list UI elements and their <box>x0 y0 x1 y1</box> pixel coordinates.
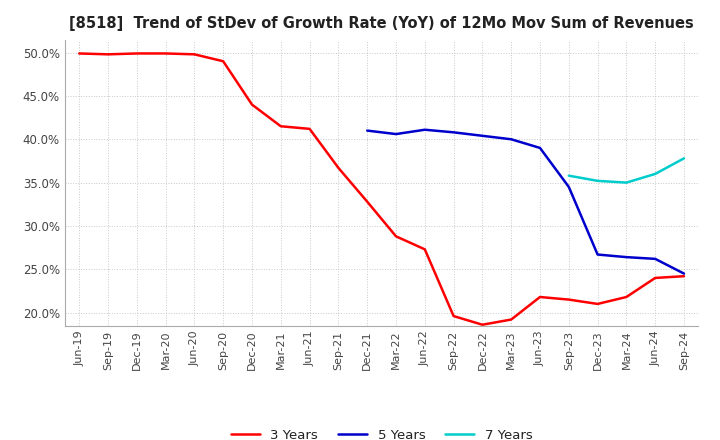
5 Years <box>593 252 602 257</box>
3 Years <box>449 313 458 319</box>
3 Years <box>334 165 343 171</box>
3 Years <box>276 124 285 129</box>
7 Years <box>564 173 573 178</box>
3 Years <box>507 317 516 322</box>
Line: 5 Years: 5 Years <box>367 130 684 274</box>
5 Years <box>564 184 573 190</box>
3 Years <box>190 51 199 57</box>
5 Years <box>680 271 688 276</box>
3 Years <box>161 51 170 56</box>
Title: [8518]  Trend of StDev of Growth Rate (YoY) of 12Mo Mov Sum of Revenues: [8518] Trend of StDev of Growth Rate (Yo… <box>69 16 694 32</box>
3 Years <box>363 199 372 204</box>
3 Years <box>132 51 141 56</box>
3 Years <box>305 126 314 132</box>
5 Years <box>363 128 372 133</box>
3 Years <box>392 234 400 239</box>
Line: 3 Years: 3 Years <box>79 54 684 325</box>
5 Years <box>651 256 660 261</box>
7 Years <box>593 178 602 183</box>
3 Years <box>593 301 602 307</box>
3 Years <box>248 102 256 107</box>
3 Years <box>680 274 688 279</box>
3 Years <box>75 51 84 56</box>
Legend: 3 Years, 5 Years, 7 Years: 3 Years, 5 Years, 7 Years <box>225 424 538 440</box>
3 Years <box>420 247 429 252</box>
3 Years <box>219 59 228 64</box>
3 Years <box>622 294 631 300</box>
3 Years <box>104 51 112 57</box>
5 Years <box>507 137 516 142</box>
5 Years <box>420 127 429 132</box>
7 Years <box>651 171 660 176</box>
7 Years <box>622 180 631 185</box>
3 Years <box>651 275 660 281</box>
7 Years <box>680 156 688 161</box>
5 Years <box>449 130 458 135</box>
Line: 7 Years: 7 Years <box>569 158 684 183</box>
3 Years <box>564 297 573 302</box>
5 Years <box>392 132 400 137</box>
5 Years <box>478 133 487 139</box>
5 Years <box>622 254 631 260</box>
3 Years <box>478 322 487 327</box>
5 Years <box>536 145 544 150</box>
3 Years <box>536 294 544 300</box>
